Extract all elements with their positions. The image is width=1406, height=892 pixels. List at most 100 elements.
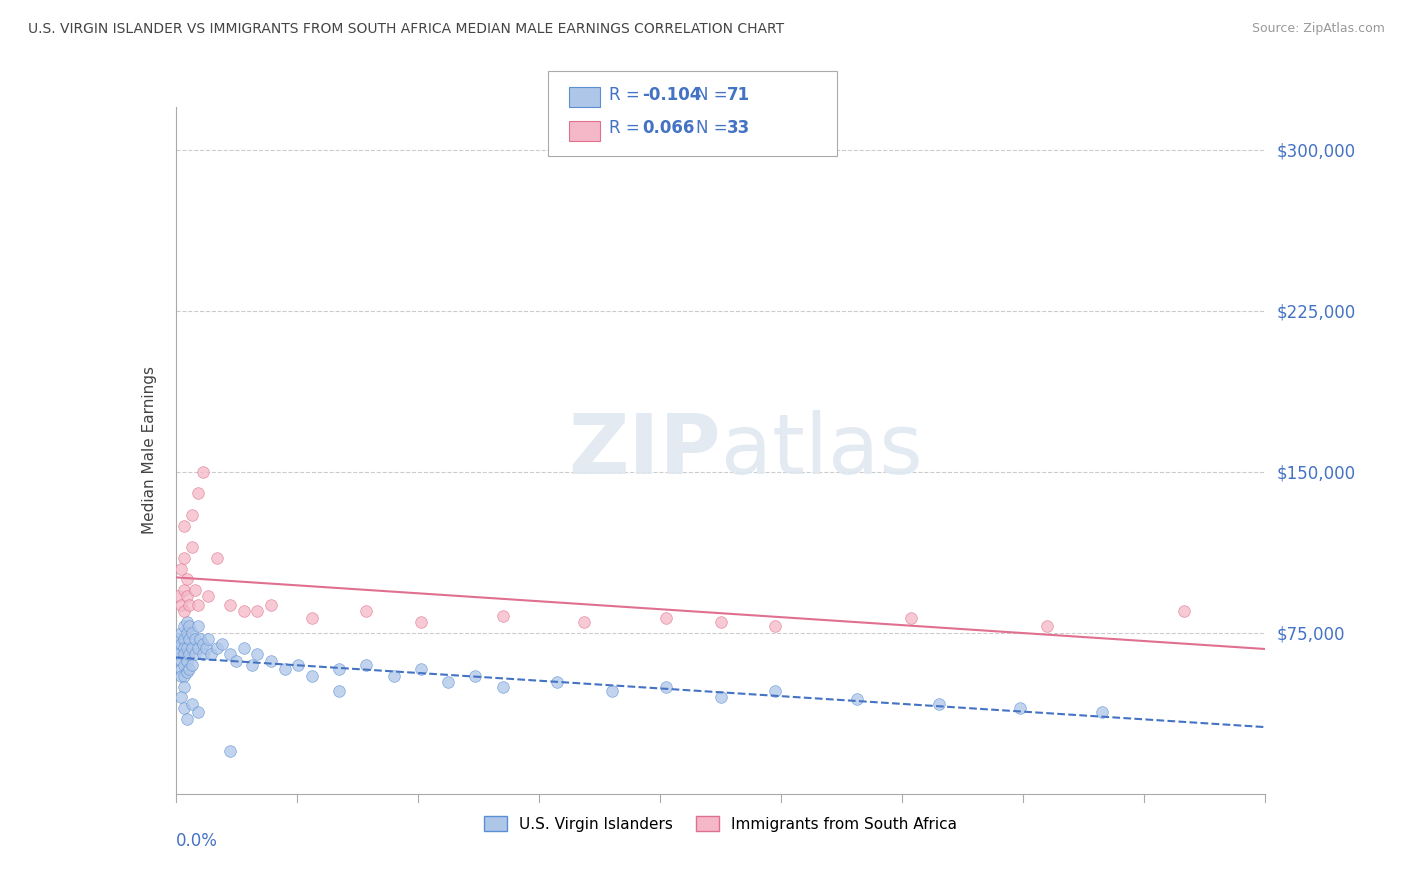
Point <box>181 508 204 522</box>
Point <box>225 654 247 668</box>
Text: Source: ZipAtlas.com: Source: ZipAtlas.com <box>1251 22 1385 36</box>
Point <box>186 598 209 612</box>
Point <box>176 712 198 726</box>
Point <box>409 615 432 630</box>
Text: 33: 33 <box>727 120 751 137</box>
Point <box>176 572 198 586</box>
Point <box>184 582 207 597</box>
Point <box>301 611 323 625</box>
Point <box>181 640 204 655</box>
Point <box>655 611 678 625</box>
Point <box>173 680 195 694</box>
Text: R =: R = <box>609 86 645 103</box>
Point <box>328 662 350 676</box>
Point <box>170 654 193 668</box>
Point <box>186 486 209 500</box>
Text: 71: 71 <box>727 86 749 103</box>
Point <box>900 611 922 625</box>
Point <box>1010 701 1032 715</box>
Point <box>179 632 201 647</box>
Point <box>191 465 214 479</box>
Point <box>1173 604 1195 618</box>
Point <box>173 640 195 655</box>
Point <box>301 669 323 683</box>
Point <box>173 669 195 683</box>
Point <box>186 706 209 720</box>
Point <box>176 626 198 640</box>
Point <box>181 540 204 554</box>
Point <box>356 604 378 618</box>
Point <box>176 654 198 668</box>
Text: ZIP: ZIP <box>568 410 721 491</box>
Point <box>170 637 193 651</box>
Point <box>197 632 219 647</box>
Point <box>437 675 460 690</box>
Point <box>600 683 623 698</box>
Point <box>179 598 201 612</box>
Point <box>219 744 242 758</box>
Point <box>191 637 214 651</box>
Point <box>176 640 198 655</box>
Point <box>173 518 195 533</box>
Point <box>188 632 211 647</box>
Point <box>167 632 190 647</box>
Point <box>191 648 214 662</box>
Point <box>219 598 242 612</box>
Point <box>546 675 568 690</box>
Point <box>845 692 868 706</box>
Text: N =: N = <box>696 120 733 137</box>
Point <box>181 658 204 673</box>
Text: U.S. VIRGIN ISLANDER VS IMMIGRANTS FROM SOUTH AFRICA MEDIAN MALE EARNINGS CORREL: U.S. VIRGIN ISLANDER VS IMMIGRANTS FROM … <box>28 22 785 37</box>
Point <box>176 590 198 604</box>
Point <box>287 658 309 673</box>
Point <box>710 690 733 705</box>
Point <box>1036 619 1059 633</box>
Point <box>232 640 254 655</box>
Point <box>464 669 486 683</box>
Point <box>219 648 242 662</box>
Point <box>173 648 195 662</box>
Point <box>356 658 378 673</box>
Text: 0.066: 0.066 <box>643 120 695 137</box>
Point <box>167 590 190 604</box>
Point <box>655 680 678 694</box>
Point <box>710 615 733 630</box>
Point <box>492 680 515 694</box>
Point <box>173 604 195 618</box>
Point <box>763 683 786 698</box>
Point <box>184 632 207 647</box>
Point <box>170 626 193 640</box>
Point <box>173 619 195 633</box>
Point <box>170 690 193 705</box>
Point <box>167 640 190 655</box>
Point <box>173 658 195 673</box>
Point <box>763 619 786 633</box>
Point <box>170 669 193 683</box>
Point <box>197 590 219 604</box>
Point <box>492 608 515 623</box>
Point <box>181 626 204 640</box>
Point <box>274 662 297 676</box>
Point <box>205 640 228 655</box>
Text: R =: R = <box>609 120 645 137</box>
Legend: U.S. Virgin Islanders, Immigrants from South Africa: U.S. Virgin Islanders, Immigrants from S… <box>478 810 963 838</box>
Point <box>173 632 195 647</box>
Point <box>170 561 193 575</box>
Point <box>186 619 209 633</box>
Point <box>1091 706 1114 720</box>
Point <box>184 648 207 662</box>
Text: atlas: atlas <box>721 410 922 491</box>
Text: N =: N = <box>696 86 733 103</box>
Point <box>173 550 195 565</box>
Point <box>200 648 222 662</box>
Point <box>246 648 269 662</box>
Point <box>173 701 195 715</box>
Point <box>260 654 283 668</box>
Point <box>928 697 950 711</box>
Text: 0.0%: 0.0% <box>176 831 218 850</box>
Point <box>260 598 283 612</box>
Point <box>179 619 201 633</box>
Point <box>232 604 254 618</box>
Point <box>205 550 228 565</box>
Point <box>179 648 201 662</box>
